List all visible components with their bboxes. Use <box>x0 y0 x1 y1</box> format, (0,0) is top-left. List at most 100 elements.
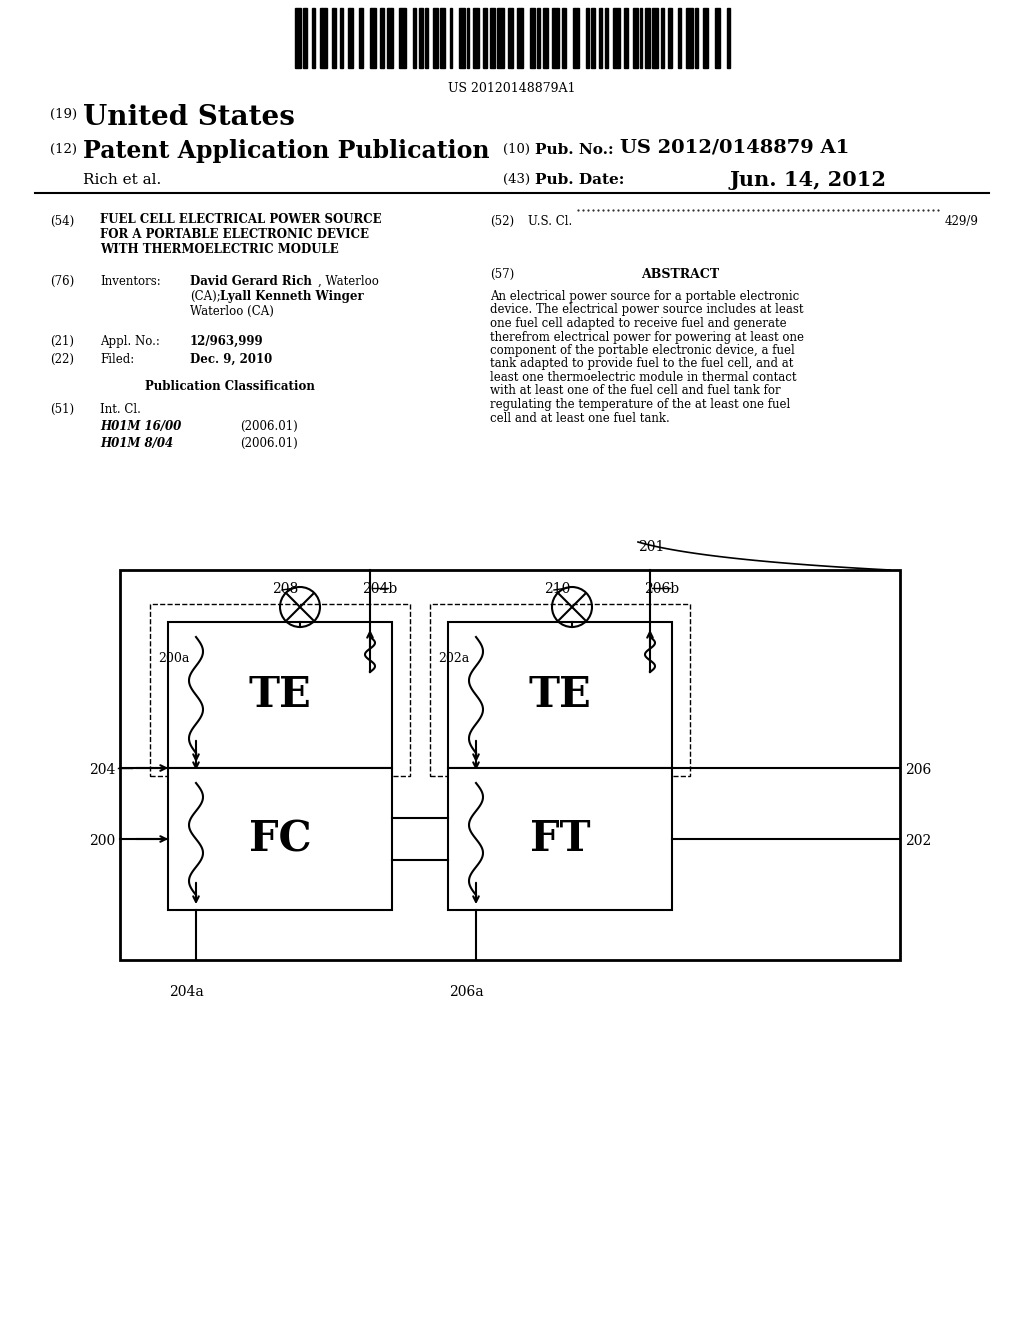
Bar <box>312 8 315 69</box>
Bar <box>420 8 423 69</box>
Text: 204: 204 <box>89 763 115 777</box>
Bar <box>333 8 336 69</box>
Text: (22): (22) <box>50 352 74 366</box>
Bar <box>727 8 730 69</box>
Text: US 20120148879A1: US 20120148879A1 <box>449 82 575 95</box>
Text: Publication Classification: Publication Classification <box>145 380 314 393</box>
Text: Int. Cl.: Int. Cl. <box>100 403 141 416</box>
Bar <box>508 8 513 69</box>
Text: 206a: 206a <box>449 985 483 999</box>
Bar <box>562 8 566 69</box>
Text: United States: United States <box>83 104 295 131</box>
Bar <box>370 8 377 69</box>
Text: (51): (51) <box>50 403 74 416</box>
Bar <box>662 8 664 69</box>
Text: (12): (12) <box>50 143 77 156</box>
Text: 201: 201 <box>638 540 665 554</box>
Text: component of the portable electronic device, a fuel: component of the portable electronic dev… <box>490 345 795 356</box>
Bar <box>573 8 579 69</box>
Bar <box>150 605 410 776</box>
Text: Appl. No.:: Appl. No.: <box>100 335 160 348</box>
Text: (19): (19) <box>50 108 77 121</box>
Bar <box>695 8 697 69</box>
Text: 208: 208 <box>272 582 298 597</box>
Bar <box>348 8 352 69</box>
Bar <box>449 622 672 768</box>
Bar <box>517 8 523 69</box>
Text: therefrom electrical power for powering at least one: therefrom electrical power for powering … <box>490 330 804 343</box>
Text: US 2012/0148879 A1: US 2012/0148879 A1 <box>620 139 849 157</box>
Bar <box>679 8 681 69</box>
Text: H01M 8/04: H01M 8/04 <box>100 437 173 450</box>
Text: (52): (52) <box>490 215 514 228</box>
Text: FUEL CELL ELECTRICAL POWER SOURCE: FUEL CELL ELECTRICAL POWER SOURCE <box>100 213 382 226</box>
Bar <box>482 8 487 69</box>
Text: 200a: 200a <box>158 652 189 665</box>
Text: 12/963,999: 12/963,999 <box>190 335 263 348</box>
Bar <box>591 8 595 69</box>
Text: Inventors:: Inventors: <box>100 275 161 288</box>
Bar <box>399 8 406 69</box>
Bar <box>498 8 504 69</box>
Bar <box>652 8 658 69</box>
Bar <box>380 8 384 69</box>
Text: Jun. 14, 2012: Jun. 14, 2012 <box>730 170 887 190</box>
Text: 206b: 206b <box>644 582 679 597</box>
Text: 204b: 204b <box>362 582 397 597</box>
Text: TE: TE <box>528 675 592 715</box>
Bar <box>295 8 301 69</box>
Text: one fuel cell adapted to receive fuel and generate: one fuel cell adapted to receive fuel an… <box>490 317 786 330</box>
Bar <box>625 8 628 69</box>
Text: 200: 200 <box>89 834 115 847</box>
Bar <box>543 8 549 69</box>
Bar <box>439 8 445 69</box>
Text: (CA);: (CA); <box>190 290 221 304</box>
Text: 202: 202 <box>905 834 931 847</box>
Bar <box>433 8 437 69</box>
Bar <box>459 8 465 69</box>
Text: device. The electrical power source includes at least: device. The electrical power source incl… <box>490 304 804 317</box>
Text: regulating the temperature of the at least one fuel: regulating the temperature of the at lea… <box>490 399 791 411</box>
Text: tank adapted to provide fuel to the fuel cell, and at: tank adapted to provide fuel to the fuel… <box>490 358 794 371</box>
Bar <box>413 8 416 69</box>
Text: Rich et al.: Rich et al. <box>83 173 161 187</box>
Bar <box>450 8 453 69</box>
Text: Pub. No.:: Pub. No.: <box>535 143 613 157</box>
Text: FOR A PORTABLE ELECTRONIC DEVICE: FOR A PORTABLE ELECTRONIC DEVICE <box>100 228 369 242</box>
Bar <box>612 8 620 69</box>
Bar <box>319 8 327 69</box>
Text: (2006.01): (2006.01) <box>240 437 298 450</box>
Bar <box>599 8 601 69</box>
Bar <box>303 8 307 69</box>
Bar <box>425 8 428 69</box>
Text: An electrical power source for a portable electronic: An electrical power source for a portabl… <box>490 290 800 304</box>
Text: 206: 206 <box>905 763 931 777</box>
Bar <box>537 8 541 69</box>
Bar <box>340 8 342 69</box>
Bar <box>168 622 392 768</box>
Text: , Waterloo: , Waterloo <box>318 275 379 288</box>
Text: FC: FC <box>249 818 311 861</box>
Bar <box>633 8 638 69</box>
Text: 429/9: 429/9 <box>945 215 979 228</box>
Text: Waterloo (CA): Waterloo (CA) <box>190 305 273 318</box>
Bar <box>387 8 393 69</box>
Bar <box>530 8 535 69</box>
Text: FT: FT <box>529 818 590 861</box>
Text: (76): (76) <box>50 275 75 288</box>
Text: (2006.01): (2006.01) <box>240 420 298 433</box>
Text: 210: 210 <box>544 582 570 597</box>
Bar <box>644 8 650 69</box>
Text: least one thermoelectric module in thermal contact: least one thermoelectric module in therm… <box>490 371 797 384</box>
Text: with at least one of the fuel cell and fuel tank for: with at least one of the fuel cell and f… <box>490 384 780 397</box>
Bar <box>168 768 392 909</box>
Text: (10): (10) <box>503 143 530 156</box>
Bar <box>586 8 589 69</box>
Bar <box>640 8 642 69</box>
Text: Patent Application Publication: Patent Application Publication <box>83 139 489 162</box>
Text: Lyall Kenneth Winger: Lyall Kenneth Winger <box>220 290 364 304</box>
Text: TE: TE <box>249 675 311 715</box>
Text: Dec. 9, 2010: Dec. 9, 2010 <box>190 352 272 366</box>
Bar <box>686 8 693 69</box>
Text: David Gerard Rich: David Gerard Rich <box>190 275 312 288</box>
